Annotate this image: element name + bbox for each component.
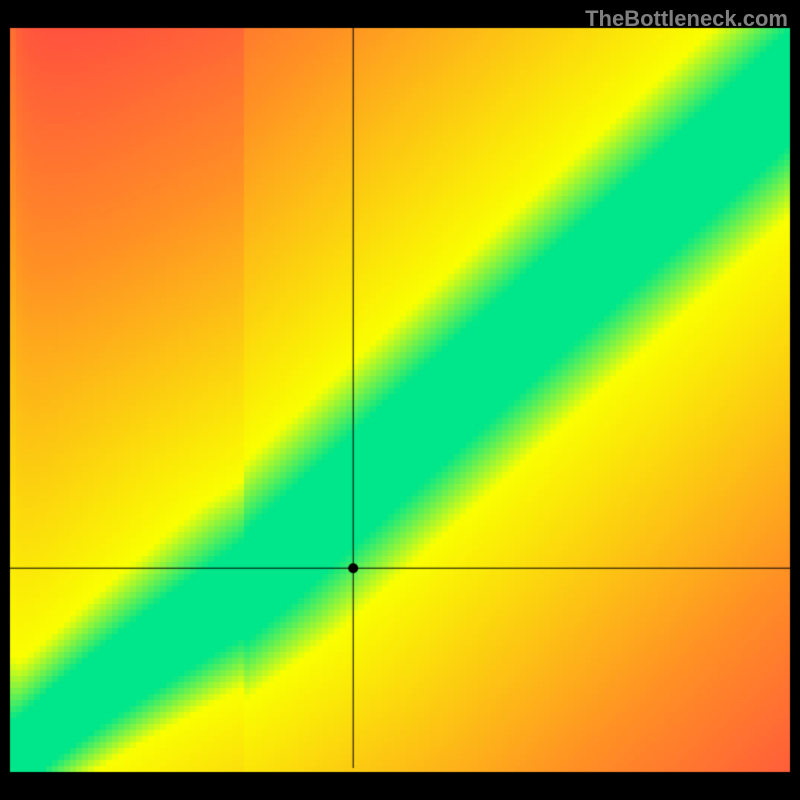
watermark-text: TheBottleneck.com [585,6,788,32]
chart-container: TheBottleneck.com [0,0,800,800]
bottleneck-heatmap [0,0,800,800]
